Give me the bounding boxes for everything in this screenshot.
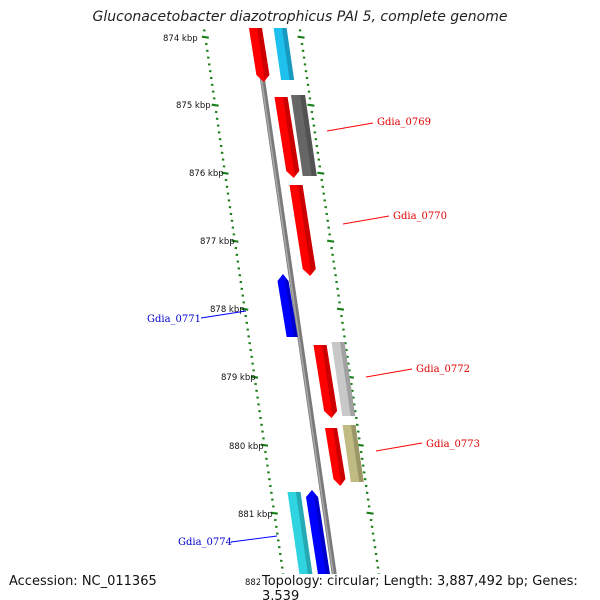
left-track-major-tick bbox=[260, 443, 269, 447]
kbp-label-879: 879 kbp bbox=[221, 373, 256, 383]
kbp-label-876: 876 kbp bbox=[189, 169, 224, 179]
gene-label-gdia-0772[interactable]: Gdia_0772 bbox=[416, 364, 470, 375]
gene-arrow-blue-bottom[interactable] bbox=[306, 490, 334, 600]
left-track-major-tick bbox=[201, 35, 209, 39]
right-track-major-tick bbox=[336, 307, 345, 311]
gene-arrow-gdia-0771[interactable] bbox=[277, 274, 298, 337]
gene-label-gdia-0774[interactable]: Gdia_0774 bbox=[178, 537, 232, 548]
left-track-major-tick bbox=[270, 511, 278, 515]
gene-arrow-gdia-0770[interactable] bbox=[289, 185, 316, 276]
gene-arrow-gdia-0773-red[interactable] bbox=[325, 428, 346, 486]
leader-line-gdia-0771 bbox=[200, 310, 247, 319]
kbp-label-874: 874 kbp bbox=[163, 34, 198, 44]
gene-arrow-gdia-0772[interactable] bbox=[331, 342, 356, 416]
left-track-major-tick bbox=[241, 307, 249, 311]
gene-label-gdia-0771[interactable]: Gdia_0771 bbox=[147, 314, 201, 325]
leader-line-gdia-0774 bbox=[230, 535, 278, 543]
gene-arrow-gdia-0768-red[interactable] bbox=[274, 97, 300, 178]
kbp-label-875: 875 kbp bbox=[176, 101, 211, 111]
leader-line-gdia-0773 bbox=[375, 442, 423, 452]
left-tick-track bbox=[201, 29, 288, 596]
kbp-label-877: 877 kbp bbox=[200, 237, 235, 247]
gene-arrow-gdia-0774[interactable] bbox=[287, 492, 317, 600]
right-track-major-tick bbox=[307, 103, 315, 107]
gene-label-gdia-0773[interactable]: Gdia_0773 bbox=[426, 439, 480, 450]
leader-line-gdia-0772 bbox=[365, 368, 413, 378]
genome-backbone bbox=[252, 28, 341, 600]
gene-features bbox=[245, 0, 364, 600]
gene-arrow-red-top[interactable] bbox=[245, 0, 270, 82]
left-track-major-tick bbox=[211, 103, 219, 107]
left-track-major-tick bbox=[250, 375, 259, 379]
genome-backbone-highlight bbox=[253, 28, 338, 600]
kbp-label-880: 880 kbp bbox=[229, 442, 264, 452]
gene-arrow-sky-top[interactable] bbox=[270, 0, 295, 80]
topology-text: Topology: circular; Length: 3,887,492 bp… bbox=[260, 574, 600, 600]
gene-arrow-gdia-0773[interactable] bbox=[342, 425, 364, 482]
right-track-major-tick bbox=[297, 35, 305, 39]
gene-label-gdia-0769[interactable]: Gdia_0769 bbox=[377, 117, 431, 128]
gene-label-gdia-0770[interactable]: Gdia_0770 bbox=[393, 211, 447, 222]
gene-arrow-gdia-0769[interactable] bbox=[291, 95, 317, 176]
gene-arrow-gdia-0772-red[interactable] bbox=[313, 345, 338, 418]
kbp-label-881: 881 kbp bbox=[238, 510, 273, 520]
accession-text: Accession: NC_011365 bbox=[9, 574, 157, 589]
leader-line-gdia-0770 bbox=[342, 215, 390, 225]
genome-title: Gluconacetobacter diazotrophicus PAI 5, … bbox=[92, 9, 508, 25]
left-track-major-tick bbox=[231, 239, 239, 243]
right-track-major-tick bbox=[327, 239, 335, 243]
leader-line-gdia-0769 bbox=[326, 122, 374, 132]
right-track-major-tick bbox=[317, 171, 325, 175]
kbp-label-878: 878 kbp bbox=[210, 305, 245, 315]
right-track-major-tick bbox=[366, 511, 374, 515]
left-track-major-tick bbox=[221, 171, 229, 175]
